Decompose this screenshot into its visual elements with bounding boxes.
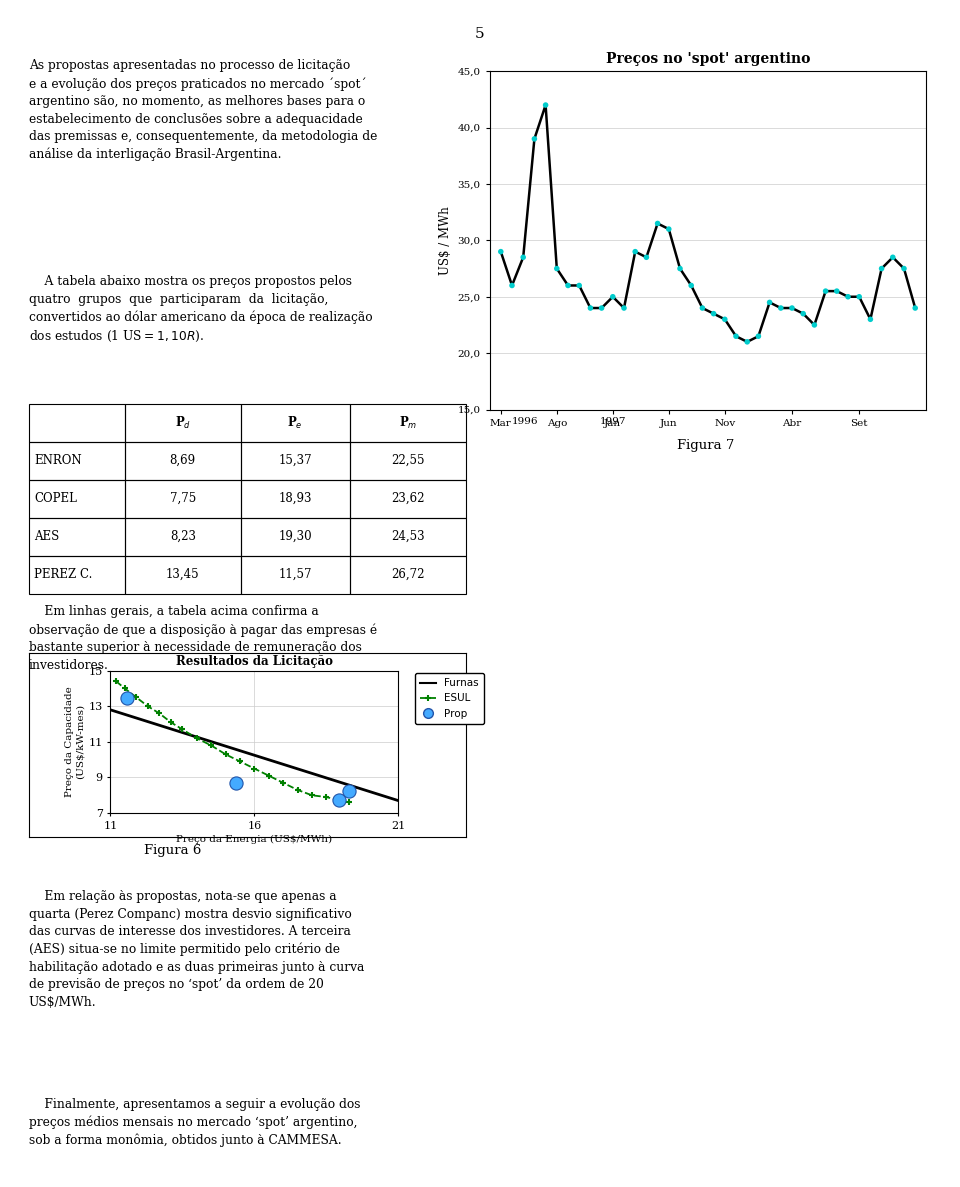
Text: Em relação às propostas, nota-se que apenas a
quarta (Perez Companc) mostra desv: Em relação às propostas, nota-se que ape… [29,890,364,1009]
Point [571,277,587,296]
Text: Em linhas gerais, a tabela acima confirma a
observação de que a disposição à pag: Em linhas gerais, a tabela acima confirm… [29,605,377,672]
Text: COPEL: COPEL [34,493,77,504]
Point [331,791,347,810]
Text: Figura 7: Figura 7 [677,439,734,452]
Text: PEREZ C.: PEREZ C. [34,569,92,580]
Bar [29,404,125,442]
Bar [241,518,349,556]
Bar [125,404,241,442]
Text: 1996: 1996 [512,417,539,426]
Point [561,277,576,296]
Point [638,248,654,267]
Point [583,298,598,317]
Point [549,259,564,278]
Point [874,259,889,278]
Point [706,304,721,323]
Point [739,332,755,351]
Text: Figura 6: Figura 6 [144,844,202,857]
Text: P$_d$: P$_d$ [175,414,191,431]
Bar [29,556,125,594]
Text: 22,55: 22,55 [391,455,424,466]
Bar [241,480,349,518]
Text: 1997: 1997 [600,417,627,426]
Text: 8,23: 8,23 [170,531,196,542]
Text: 18,93: 18,93 [278,493,312,504]
Bar [349,442,466,480]
Bar [125,480,241,518]
Point [228,774,244,793]
Text: 11,57: 11,57 [278,569,312,580]
Text: 15,37: 15,37 [278,455,312,466]
Text: 13,45: 13,45 [166,569,200,580]
Point [695,298,710,317]
Text: A tabela abaixo mostra os preços propostos pelos
quatro  grupos  que  participar: A tabela abaixo mostra os preços propost… [29,275,372,344]
Point [907,298,923,317]
Bar [349,480,466,518]
Point [885,248,900,267]
Text: 7,75: 7,75 [170,493,196,504]
Point [493,242,509,261]
Point [527,129,542,148]
Point [818,281,833,300]
Bar [125,442,241,480]
Text: Finalmente, apresentamos a seguir a evolução dos
preços médios mensais no mercad: Finalmente, apresentamos a seguir a evol… [29,1098,360,1148]
Y-axis label: US$ / MWh: US$ / MWh [439,207,452,274]
Point [605,287,620,306]
Point [796,304,811,323]
Y-axis label: Preço da Capacidade
(US$/kW-mes): Preço da Capacidade (US$/kW-mes) [65,686,84,798]
Point [717,310,732,329]
Text: 23,62: 23,62 [391,493,424,504]
Bar [241,442,349,480]
Text: As propostas apresentadas no processo de licitação
e a evolução dos preços prati: As propostas apresentadas no processo de… [29,59,377,161]
Point [684,277,699,296]
Point [516,248,531,267]
Point [616,298,632,317]
Point [504,277,519,296]
Bar [29,480,125,518]
Text: 26,72: 26,72 [391,569,424,580]
Text: 5: 5 [475,27,485,42]
Legend: Furnas, ESUL, Prop: Furnas, ESUL, Prop [415,673,484,724]
Point [863,310,878,329]
Bar [241,404,349,442]
Text: P$_e$: P$_e$ [287,414,303,431]
Bar [349,518,466,556]
Point [897,259,912,278]
Point [729,326,744,345]
Bar [29,518,125,556]
Bar [125,518,241,556]
Point [840,287,855,306]
Point [538,96,553,115]
Point [342,782,357,801]
Point [672,259,687,278]
Bar [125,556,241,594]
Point [852,287,867,306]
Point [773,298,788,317]
Point [650,214,665,233]
Text: P$_m$: P$_m$ [398,414,417,431]
Point [762,293,778,312]
Point [661,220,677,239]
Point [594,298,610,317]
Text: 8,69: 8,69 [170,455,196,466]
Point [628,242,643,261]
Point [806,316,822,335]
Title: Resultados da Licitação: Resultados da Licitação [176,655,333,668]
Text: 19,30: 19,30 [278,531,312,542]
Point [119,688,134,707]
Bar [241,556,349,594]
Bar [29,442,125,480]
Bar [349,556,466,594]
X-axis label: Preço da Energia (US$/MWh): Preço da Energia (US$/MWh) [177,834,332,844]
Bar [349,404,466,442]
Text: 24,53: 24,53 [391,531,424,542]
Point [829,281,845,300]
Text: AES: AES [34,531,60,542]
Text: ENRON: ENRON [34,455,82,466]
Point [784,298,800,317]
Title: Preços no 'spot' argentino: Preços no 'spot' argentino [606,52,810,66]
Point [751,326,766,345]
